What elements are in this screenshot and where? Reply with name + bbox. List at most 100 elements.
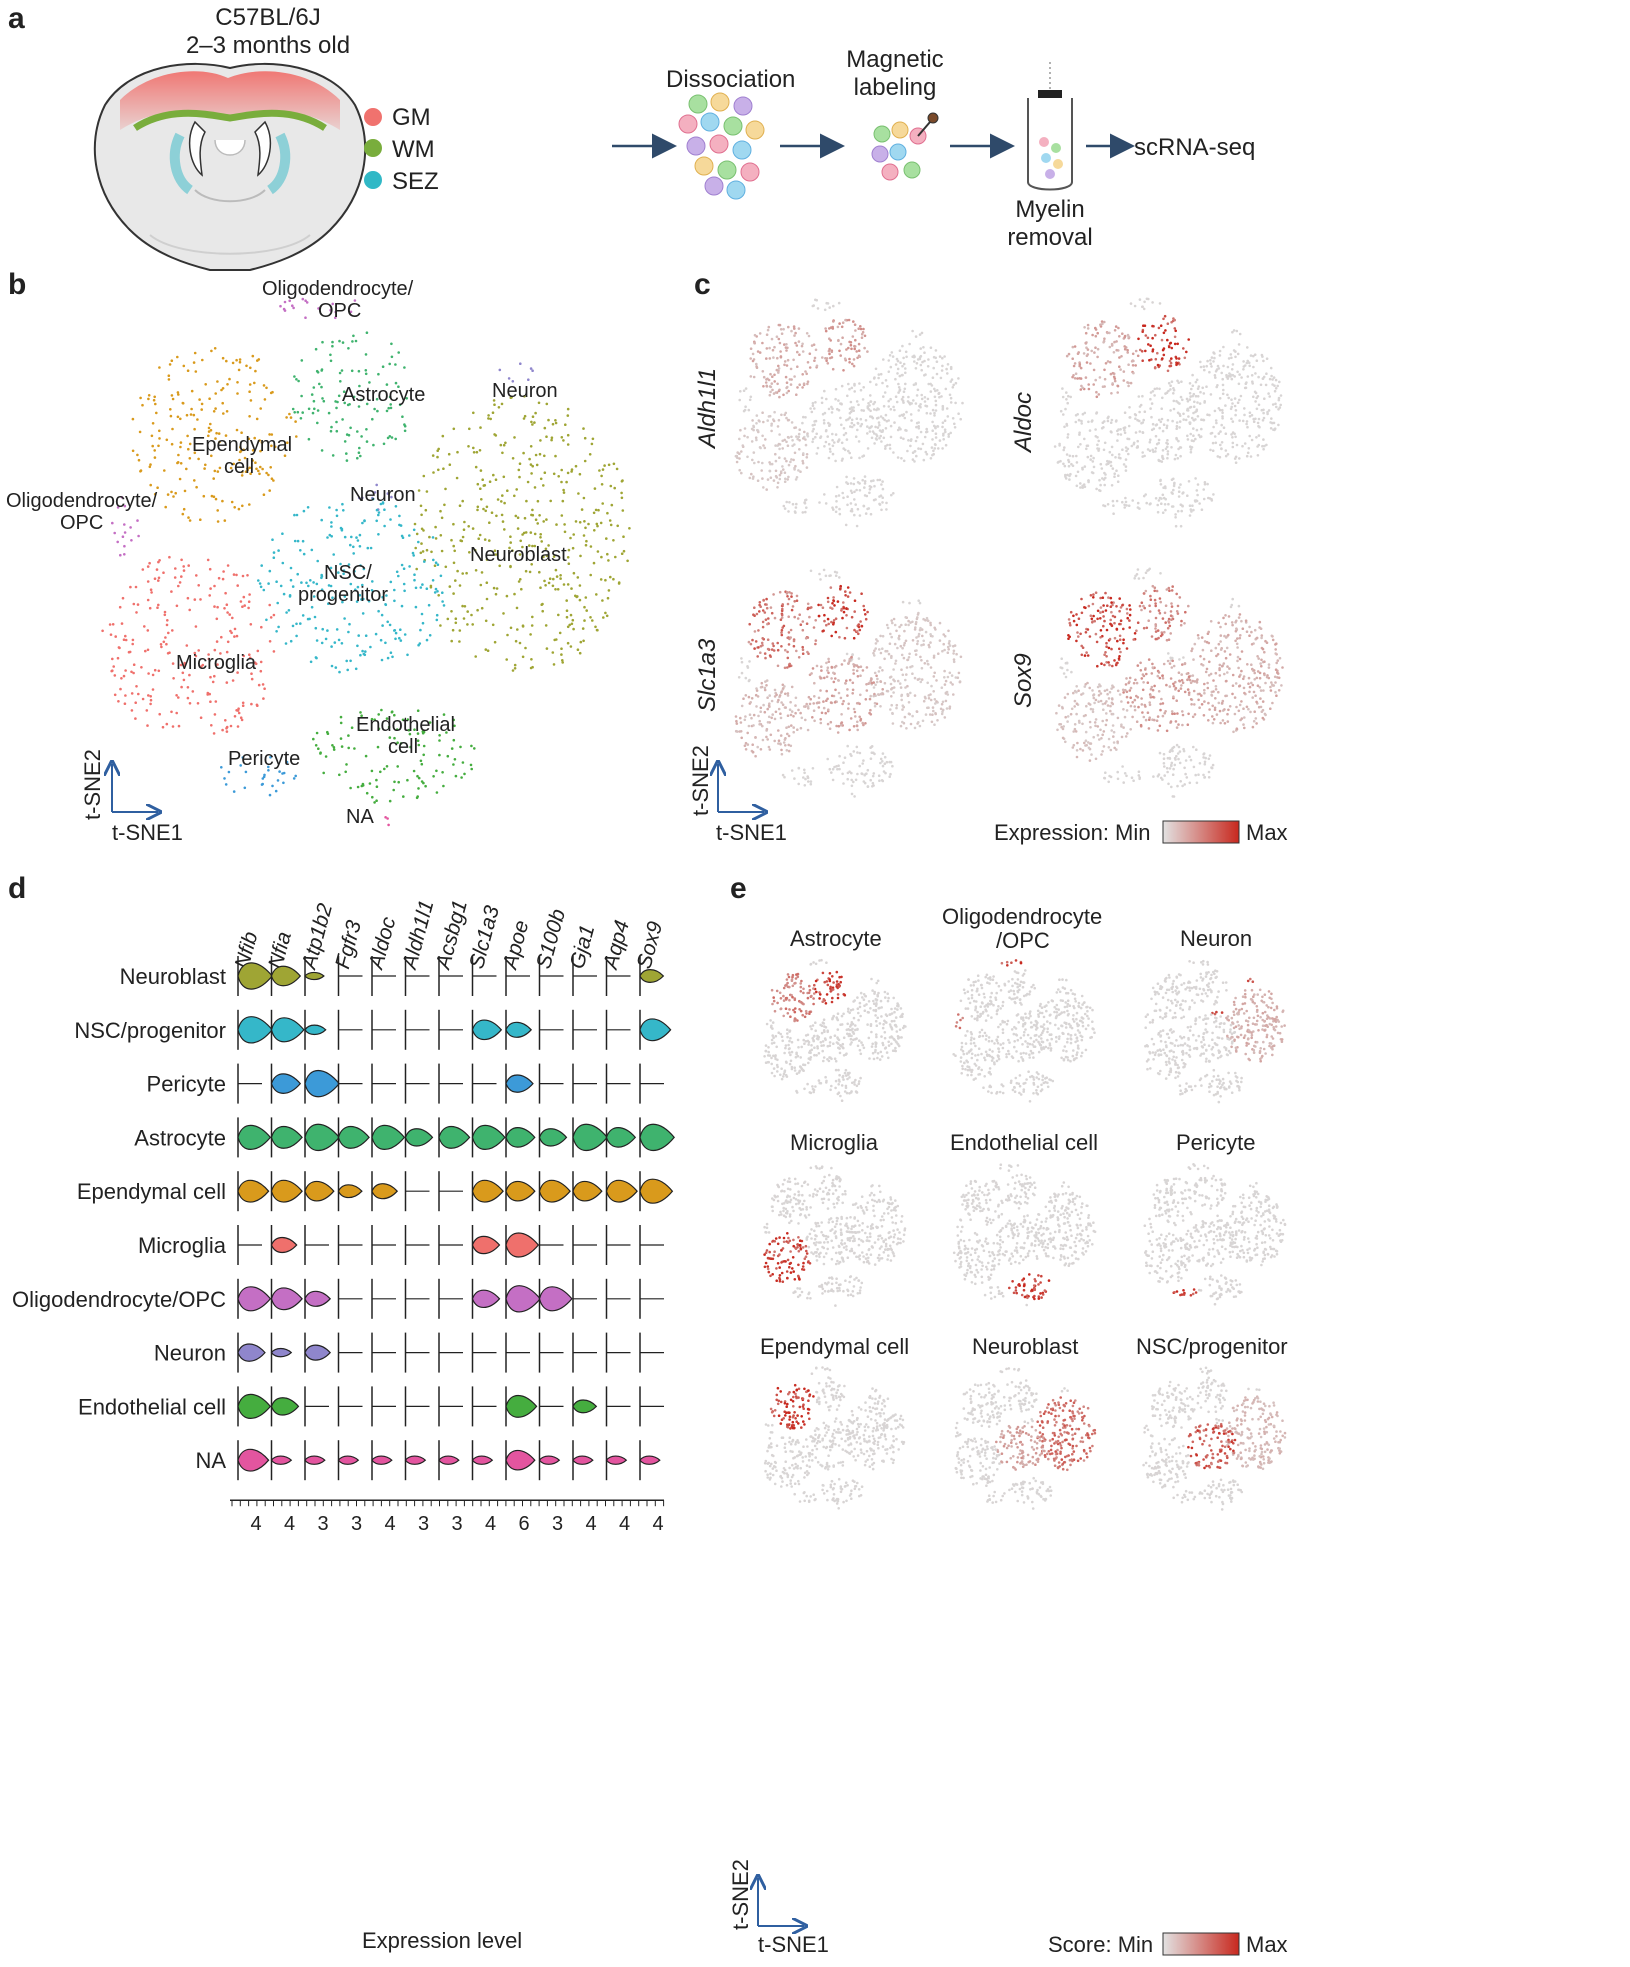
score-plot	[954, 1367, 1097, 1510]
cluster-label-oligodendrocyte-left: Oligodendrocyte/	[6, 490, 158, 512]
cell-type-row-label: NSC/progenitor	[74, 1018, 226, 1043]
score-colorbar	[1162, 1932, 1240, 1956]
cluster-label-oligodendrocyte-top-line2: OPC	[318, 300, 362, 322]
violin-shape	[505, 1449, 536, 1471]
violin-shape	[304, 1180, 335, 1202]
score-plot	[763, 958, 907, 1102]
violin-shape	[237, 1016, 273, 1044]
gene-label-slc1a3: Slc1a3	[694, 638, 721, 712]
violin-shape	[304, 1344, 332, 1361]
panel-label-d: d	[8, 872, 27, 905]
score-title-pericyte: Pericyte	[1176, 1130, 1256, 1155]
step-magnetic-line2: labeling	[853, 74, 937, 101]
gene-header-nfia: Nfia	[264, 929, 296, 971]
violin-tick-label: 4	[284, 1513, 295, 1535]
cell-type-row-label: Microglia	[138, 1233, 227, 1258]
score-plot	[1143, 1163, 1287, 1306]
violin-shape	[237, 1124, 272, 1150]
violin-shape	[639, 969, 665, 983]
violin-shape	[605, 1179, 638, 1203]
myelin-removal-column-icon	[1027, 62, 1073, 191]
cluster-label-microglia: Microglia	[176, 652, 257, 674]
violin-shape	[270, 1179, 303, 1203]
score-title-nsc: NSC/progenitor	[1136, 1334, 1288, 1359]
violin-tick-label: 3	[451, 1513, 462, 1535]
gene-header-fgfr3: Fgfr3	[331, 918, 366, 972]
cluster-label-na: NA	[346, 806, 374, 828]
step-scrnaseq: scRNA-seq	[1134, 134, 1256, 161]
violin-shape	[572, 1455, 594, 1465]
violin-shape	[438, 1455, 460, 1465]
violin-shape	[270, 1125, 303, 1149]
violin-shape	[639, 1018, 672, 1042]
violin-shape	[404, 1455, 427, 1465]
tsne2-axis-label: t-SNE2	[80, 749, 105, 820]
score-title-ependymal: Ependymal cell	[760, 1334, 910, 1359]
cell-type-row-label: Pericyte	[147, 1072, 226, 1097]
violin-shape	[304, 1024, 327, 1036]
violin-shape	[605, 1455, 628, 1465]
panel-label-c: c	[694, 268, 711, 301]
violin-shape	[337, 1125, 370, 1149]
violin-shape	[538, 1128, 568, 1147]
score-title-endothelial: Endothelial cell	[950, 1130, 1098, 1155]
dissociated-cells-icon	[678, 92, 765, 200]
score-legend-max: Max	[1246, 1932, 1288, 1957]
score-title-neuroblast: Neuroblast	[972, 1334, 1079, 1359]
mouse-strain: C57BL/6J	[215, 4, 321, 31]
cell-type-row-label: Astrocyte	[134, 1125, 226, 1150]
violin-shape	[505, 1127, 536, 1148]
gm-label: GM	[392, 104, 431, 131]
expression-colorbar	[1162, 820, 1240, 844]
violin-shape	[505, 1021, 533, 1038]
tsne2-axis-label-c: t-SNE2	[688, 745, 713, 816]
region-legend-swatches	[364, 108, 382, 189]
violin-shape	[639, 1123, 675, 1152]
feature-plot-aldoc	[1053, 297, 1283, 528]
violin-shape	[237, 1343, 266, 1362]
cluster-label-nsc: NSC/	[324, 562, 372, 584]
score-legend-min: Score: Min	[1048, 1932, 1154, 1957]
violin-shape	[270, 1397, 300, 1416]
gene-header-s100b: S100b	[532, 906, 570, 971]
violin-shape	[304, 1290, 332, 1307]
score-plot	[763, 1165, 907, 1307]
cluster-label-astrocyte: Astrocyte	[342, 384, 426, 406]
violin-shape	[471, 1235, 501, 1255]
step-dissociation: Dissociation	[666, 66, 796, 93]
cluster-label-pericyte: Pericyte	[228, 748, 301, 770]
cluster-label-neuron-right: Neuron	[492, 380, 558, 402]
violin-shape	[304, 1455, 326, 1465]
gene-header-gja1: Gja1	[566, 922, 600, 971]
sez-swatch	[364, 171, 382, 189]
cluster-label-ependymal: Ependymal	[192, 434, 293, 456]
violin-shape	[371, 1183, 399, 1200]
cell-type-row-label: Oligodendrocyte/OPC	[12, 1287, 226, 1312]
magnetic-labeling-icon	[871, 112, 939, 181]
workflow-diagram	[612, 62, 1135, 200]
gene-label-aldoc: Aldoc	[1010, 391, 1037, 452]
mouse-age: 2–3 months old	[185, 32, 351, 59]
violin-shape	[471, 1289, 501, 1309]
gene-expression-feature-plots	[734, 297, 1284, 798]
violin-tick-label: 4	[619, 1513, 630, 1535]
violin-shape	[438, 1125, 471, 1149]
violin-tick-label: 4	[485, 1513, 496, 1535]
score-title-oligodendrocyte: Oligodendrocyte	[942, 904, 1103, 929]
violin-tick-label: 3	[418, 1513, 429, 1535]
tsne1-axis-label-c: t-SNE1	[716, 820, 787, 845]
violin-shape	[572, 1399, 598, 1414]
violin-shape	[505, 1394, 538, 1418]
tsne1-axis-label: t-SNE1	[112, 820, 183, 845]
violin-shape	[471, 1019, 503, 1041]
panel-label-b: b	[8, 268, 27, 301]
gm-swatch	[364, 108, 382, 126]
cell-type-row-label: Neuron	[154, 1341, 226, 1366]
cell-type-row-label: NA	[195, 1448, 226, 1473]
gene-label-aldh1l1: Aldh1l1	[694, 367, 721, 448]
cluster-label-oligodendrocyte-left-line2: OPC	[60, 512, 104, 534]
score-title-astrocyte: Astrocyte	[790, 926, 882, 951]
tsne2-axis-label-e: t-SNE2	[728, 1859, 753, 1930]
score-plot	[1144, 959, 1286, 1104]
violin-shape	[538, 1179, 571, 1203]
